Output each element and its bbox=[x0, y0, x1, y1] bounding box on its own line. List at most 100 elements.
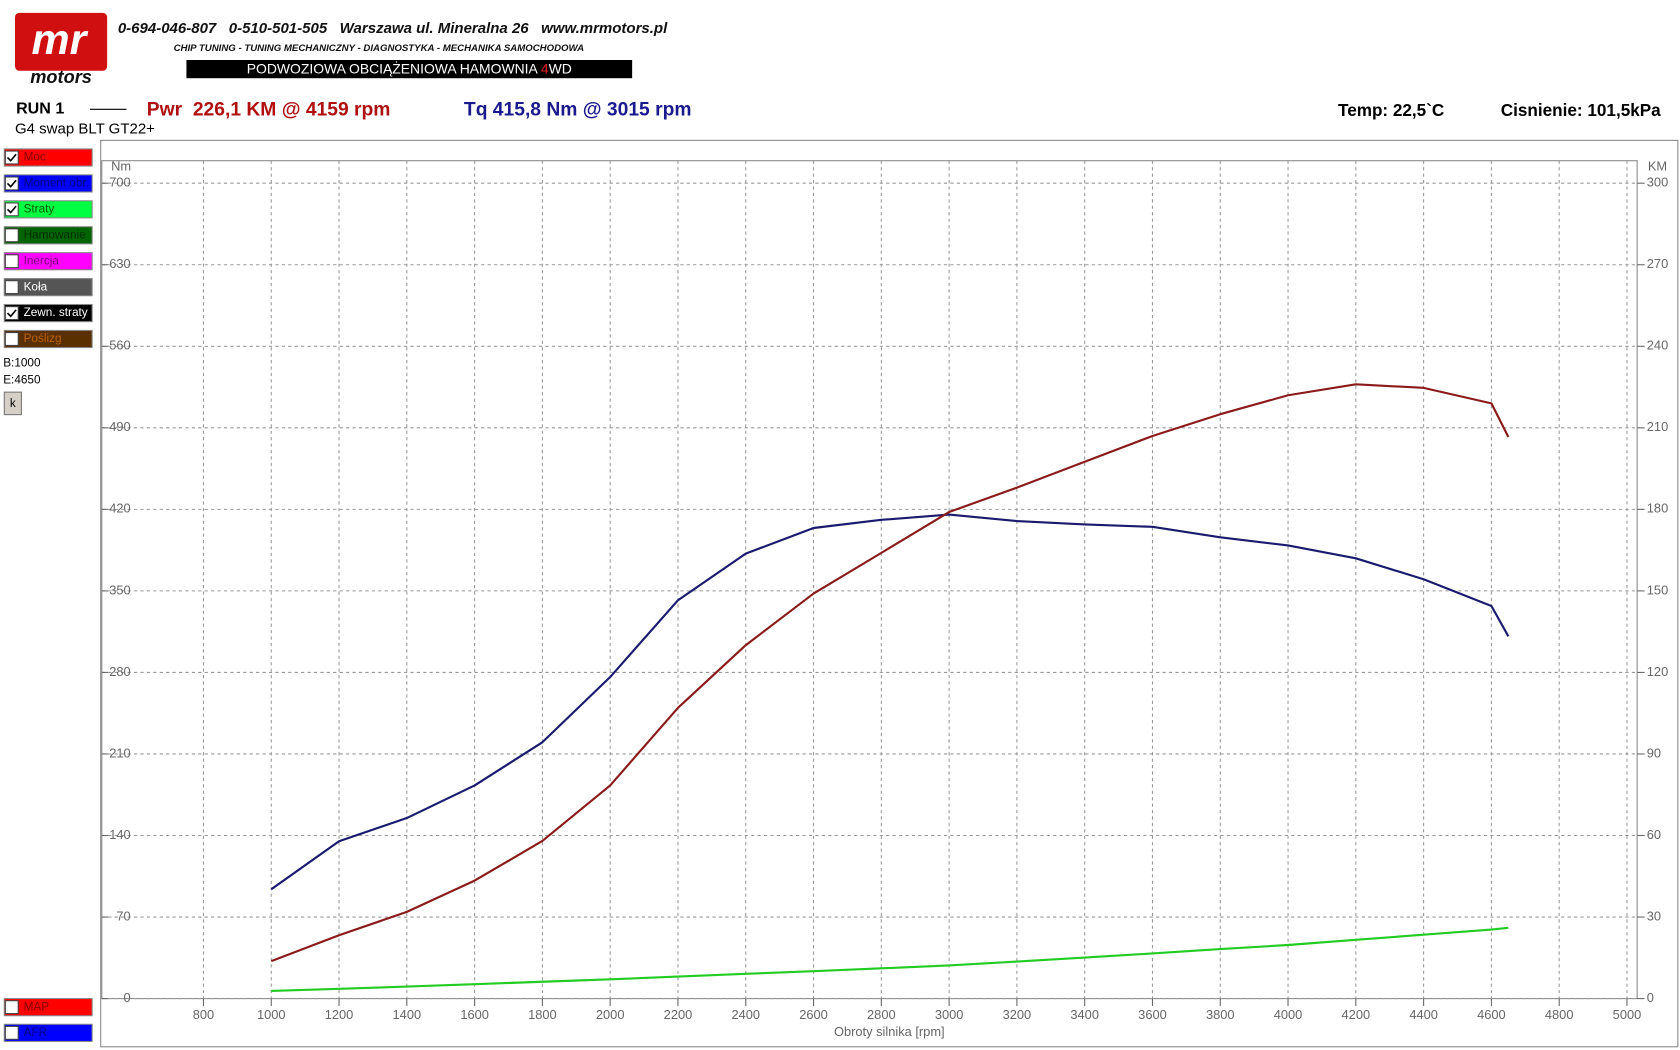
panel-label: Poślizg bbox=[24, 332, 62, 345]
panel-swatch bbox=[3, 278, 93, 297]
banner-part: WD bbox=[549, 60, 572, 76]
panel-label: Koła bbox=[24, 280, 48, 293]
y-tick-label: 560 bbox=[109, 338, 130, 353]
panel-label: Hamowanie bbox=[24, 228, 87, 241]
y2-tick-label: 120 bbox=[1647, 664, 1668, 679]
x-tick-label: 5000 bbox=[1613, 1007, 1642, 1022]
y2-tick-label: 180 bbox=[1647, 501, 1668, 516]
panel-label: Moment obr. bbox=[24, 177, 89, 190]
y-tick-label: 700 bbox=[109, 175, 130, 190]
series-line bbox=[271, 926, 1509, 993]
x-tick-label: 1600 bbox=[460, 1007, 489, 1022]
panel-swatch bbox=[3, 1023, 93, 1042]
checkbox[interactable] bbox=[4, 332, 19, 346]
x-tick-label: 3000 bbox=[935, 1007, 964, 1022]
x-tick-label: 4000 bbox=[1274, 1007, 1303, 1022]
run-power: Pwr 226,1 KM @ 4159 rpm bbox=[147, 99, 391, 120]
banner-bg bbox=[186, 60, 633, 79]
end: E:4650 bbox=[3, 373, 41, 386]
y-axis-label: Nm bbox=[111, 159, 131, 174]
series-line bbox=[270, 513, 1510, 891]
plot-area bbox=[101, 160, 1638, 1000]
checkbox[interactable] bbox=[4, 228, 19, 243]
x-tick-label: 3600 bbox=[1138, 1007, 1167, 1022]
panel-label: Zewn. straty bbox=[24, 306, 88, 319]
y-tick-label: 70 bbox=[116, 908, 130, 923]
series-line bbox=[270, 383, 1510, 963]
y2-tick-label: 30 bbox=[1647, 908, 1661, 923]
banner: PODWOZIOWA OBCIĄŻENIOWA HAMOWNIA 4WD bbox=[247, 59, 572, 76]
panel-swatch bbox=[3, 329, 93, 349]
checkmark bbox=[6, 205, 17, 214]
x-tick-label: 1000 bbox=[257, 1007, 286, 1022]
panel-swatch bbox=[3, 226, 93, 245]
panel-label: Moc bbox=[24, 151, 46, 164]
y-tick-label: 210 bbox=[109, 745, 130, 760]
x-tick-label: 3400 bbox=[1070, 1007, 1099, 1022]
panel-swatch bbox=[3, 303, 93, 323]
y2-tick-label: 270 bbox=[1647, 256, 1668, 271]
panel-swatch bbox=[3, 174, 93, 193]
y-tick-label: 630 bbox=[109, 256, 130, 271]
checkbox[interactable] bbox=[4, 176, 19, 191]
banner-part: PODWOZIOWA OBCIĄŻENIOWA HAMOWNIA bbox=[247, 59, 541, 76]
panel-label: AFR bbox=[24, 1026, 48, 1039]
x-tick-label: 3200 bbox=[1003, 1007, 1032, 1022]
y-tick-label: 280 bbox=[109, 664, 130, 679]
panel-swatch bbox=[3, 998, 93, 1017]
x-tick-label: 4600 bbox=[1477, 1007, 1506, 1022]
y-tick-label: 420 bbox=[109, 501, 130, 516]
x-tick-label: 4200 bbox=[1342, 1007, 1371, 1022]
panel-swatch bbox=[3, 200, 93, 219]
x-tick-label: 2600 bbox=[799, 1007, 828, 1022]
checkbox[interactable] bbox=[4, 280, 19, 295]
y2-tick-label: 150 bbox=[1647, 582, 1668, 597]
y2-tick-label: 210 bbox=[1647, 419, 1668, 434]
x-tick-label: 1800 bbox=[528, 1007, 557, 1022]
y2-tick-label: 60 bbox=[1647, 827, 1661, 842]
banner-part: 4 bbox=[541, 60, 549, 76]
logo-box bbox=[15, 12, 108, 71]
y2-tick-label: 90 bbox=[1647, 745, 1661, 760]
checkbox[interactable] bbox=[4, 1025, 19, 1040]
panel-swatch bbox=[3, 148, 93, 167]
x-tick-label: 2800 bbox=[867, 1007, 896, 1022]
y2-axis-label: KM bbox=[1648, 159, 1667, 174]
k-button[interactable] bbox=[3, 391, 22, 416]
services: CHIP TUNING - TUNING MECHANICZNY - DIAGN… bbox=[174, 43, 585, 54]
y2-tick-label: 300 bbox=[1647, 175, 1668, 190]
x-tick-label: 1400 bbox=[393, 1007, 422, 1022]
x-tick-label: 4800 bbox=[1545, 1007, 1574, 1022]
checkbox[interactable] bbox=[4, 306, 19, 321]
x-tick-label: 2400 bbox=[731, 1007, 760, 1022]
y-tick-label: 0 bbox=[124, 990, 131, 1005]
y2-tick-label: 240 bbox=[1647, 338, 1668, 353]
panel-label: MAP bbox=[24, 1000, 50, 1013]
checkbox[interactable] bbox=[4, 150, 19, 165]
k-button-label[interactable]: k bbox=[10, 397, 16, 410]
checkbox[interactable] bbox=[4, 254, 19, 269]
y-tick-label: 490 bbox=[109, 419, 130, 434]
panel-label: Inercja bbox=[24, 254, 60, 267]
x-axis-label: Obroty silnika [rpm] bbox=[834, 1024, 945, 1039]
y-tick-label: 140 bbox=[109, 827, 130, 842]
begin: B:1000 bbox=[3, 356, 41, 369]
x-tick-label: 800 bbox=[193, 1007, 214, 1022]
logo-text: mr bbox=[32, 16, 89, 64]
y2-tick-label: 0 bbox=[1647, 990, 1654, 1005]
run-name: RUN 1 bbox=[16, 100, 64, 118]
pressure: Cisnienie: 101,5kPa bbox=[1501, 100, 1661, 120]
temperature: Temp: 22,5`C bbox=[1338, 100, 1444, 120]
panel-label: Straty bbox=[24, 202, 55, 215]
chart-frame bbox=[100, 139, 1679, 1048]
checkmark bbox=[6, 309, 17, 318]
y-tick-label: 350 bbox=[109, 582, 130, 597]
x-tick-label: 2200 bbox=[664, 1007, 693, 1022]
panel-swatch bbox=[3, 252, 93, 271]
checkbox[interactable] bbox=[4, 202, 19, 217]
x-tick-label: 4400 bbox=[1409, 1007, 1438, 1022]
checkbox[interactable] bbox=[4, 1000, 19, 1015]
x-tick-label: 3800 bbox=[1206, 1007, 1235, 1022]
